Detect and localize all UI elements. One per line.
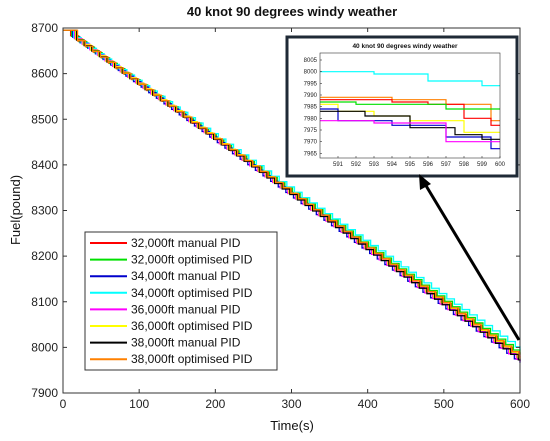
legend-label: 36,000ft manual PID: [131, 302, 241, 316]
inset-x-tick-label: 591: [333, 162, 344, 168]
inset-series-line-7: [320, 110, 500, 140]
x-tick-label: 200: [205, 397, 225, 411]
series-line-6: [63, 29, 521, 360]
y-tick-label: 8400: [31, 158, 58, 172]
inset-series-line-1: [320, 71, 500, 87]
series-line-7: [63, 29, 521, 362]
legend-label: 32,000ft manual PID: [131, 236, 241, 250]
y-tick-label: 8200: [31, 249, 58, 263]
y-axis-ticks: 7900 8000 8100 8200 8300 8400 8500 8600 8700: [31, 21, 520, 400]
inset-x-tick-label: 598: [459, 162, 470, 168]
series-line-5: [63, 29, 521, 362]
legend-box: [84, 231, 278, 371]
series-line-3: [63, 29, 521, 363]
zoom-arrow-head: [419, 174, 431, 190]
inset-y-tick-label: 8000: [304, 70, 318, 76]
inset-y-ticks: 7965 7970 7975 7980 7985 7990 7995 8000 8005: [304, 58, 322, 157]
y-tick-label: 8100: [31, 295, 58, 309]
inset-title: 40 knot 90 degrees windy weather: [352, 43, 458, 50]
inset-y-tick-label: 7985: [304, 105, 318, 111]
inset-x-ticks: 591 592 593 594 595 596 597 598 599 600: [333, 156, 506, 168]
inset-y-tick-label: 7970: [304, 140, 318, 146]
inset-x-tick-label: 599: [477, 162, 488, 168]
x-axis-ticks: 0 100 200 300 400 500 600: [60, 28, 530, 411]
series-line-4: [63, 29, 521, 351]
x-tick-label: 0: [60, 397, 67, 411]
inset-series-line-6: [320, 108, 500, 150]
x-tick-label: 500: [434, 397, 454, 411]
inset-y-tick-label: 7975: [304, 128, 318, 134]
x-tick-label: 100: [129, 397, 149, 411]
legend: 32,000ft manual PID 32,000ft optimised PI…: [84, 231, 278, 371]
y-tick-label: 7900: [31, 386, 58, 400]
inset-x-tick-label: 595: [405, 162, 416, 168]
inset-series-line-4: [320, 101, 500, 110]
inset-series-group: [320, 71, 500, 150]
y-tick-label: 8000: [31, 340, 58, 354]
legend-items: 32,000ft manual PID 32,000ft optimised PI…: [90, 236, 253, 366]
inset-x-tick-label: 594: [387, 162, 398, 168]
legend-label: 32,000ft optimised PID: [131, 253, 253, 267]
legend-label: 36,000ft optimised PID: [131, 319, 253, 333]
series-line-8: [63, 29, 521, 358]
legend-label: 34,000ft optimised PID: [131, 286, 253, 300]
y-tick-label: 8500: [31, 112, 58, 126]
inset-outer-frame: [285, 35, 519, 178]
main-series-group: [63, 29, 521, 363]
zoom-arrow: [419, 174, 521, 341]
y-tick-label: 8700: [31, 21, 58, 35]
zoom-inset: 40 knot 90 degrees windy weather 591 592 5…: [285, 35, 519, 178]
inset-x-tick-label: 597: [441, 162, 452, 168]
inset-series-line-8: [320, 120, 500, 143]
legend-label: 38,000ft optimised PID: [131, 352, 253, 366]
legend-label: 34,000ft manual PID: [131, 269, 241, 283]
inset-x-tick-label: 600: [495, 162, 506, 168]
y-tick-label: 8600: [31, 67, 58, 81]
y-axis-label: Fuel(pound): [8, 175, 23, 245]
inset-x-tick-label: 593: [369, 162, 380, 168]
inset-x-tick-label: 592: [351, 162, 362, 168]
x-axis-label: Time(s): [270, 418, 314, 433]
inset-y-tick-label: 7980: [304, 116, 318, 122]
x-tick-label: 300: [281, 397, 301, 411]
inset-y-tick-label: 8005: [304, 58, 318, 64]
zoom-arrow-line: [423, 183, 521, 341]
inset-x-tick-label: 596: [423, 162, 434, 168]
chart-title: 40 knot 90 degrees windy weather: [187, 4, 397, 19]
inset-y-tick-label: 7990: [304, 93, 318, 99]
y-tick-label: 8300: [31, 204, 58, 218]
inset-y-tick-label: 7965: [304, 151, 318, 157]
x-tick-label: 400: [358, 397, 378, 411]
legend-label: 38,000ft manual PID: [131, 336, 241, 350]
x-tick-label: 600: [510, 397, 530, 411]
inset-y-tick-label: 7995: [304, 81, 318, 87]
